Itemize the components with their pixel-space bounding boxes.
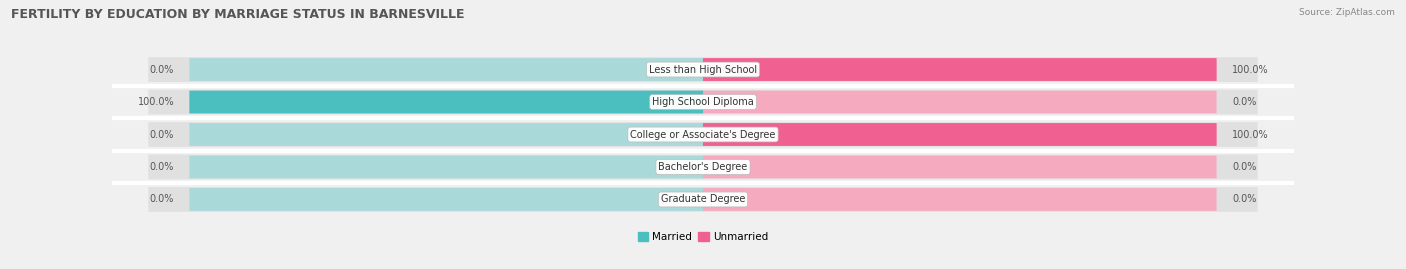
Text: College or Associate's Degree: College or Associate's Degree <box>630 129 776 140</box>
FancyBboxPatch shape <box>190 123 703 146</box>
Text: 100.0%: 100.0% <box>138 97 174 107</box>
Legend: Married, Unmarried: Married, Unmarried <box>634 228 772 246</box>
FancyBboxPatch shape <box>148 122 1258 147</box>
Text: Less than High School: Less than High School <box>650 65 756 75</box>
Text: 0.0%: 0.0% <box>1232 97 1257 107</box>
FancyBboxPatch shape <box>190 155 703 178</box>
FancyBboxPatch shape <box>148 155 1258 179</box>
FancyBboxPatch shape <box>148 57 1258 82</box>
Text: 0.0%: 0.0% <box>149 129 174 140</box>
FancyBboxPatch shape <box>703 155 1216 178</box>
FancyBboxPatch shape <box>703 123 1216 146</box>
FancyBboxPatch shape <box>148 187 1258 212</box>
Text: 0.0%: 0.0% <box>1232 162 1257 172</box>
Text: High School Diploma: High School Diploma <box>652 97 754 107</box>
FancyBboxPatch shape <box>190 91 703 114</box>
FancyBboxPatch shape <box>190 91 703 114</box>
FancyBboxPatch shape <box>703 58 1216 81</box>
Text: 0.0%: 0.0% <box>149 194 174 204</box>
Text: FERTILITY BY EDUCATION BY MARRIAGE STATUS IN BARNESVILLE: FERTILITY BY EDUCATION BY MARRIAGE STATU… <box>11 8 465 21</box>
FancyBboxPatch shape <box>190 188 703 211</box>
FancyBboxPatch shape <box>703 91 1216 114</box>
FancyBboxPatch shape <box>148 90 1258 114</box>
Text: 100.0%: 100.0% <box>1232 65 1268 75</box>
Text: 0.0%: 0.0% <box>149 65 174 75</box>
Text: Bachelor's Degree: Bachelor's Degree <box>658 162 748 172</box>
FancyBboxPatch shape <box>190 58 703 81</box>
FancyBboxPatch shape <box>703 123 1216 146</box>
Text: Source: ZipAtlas.com: Source: ZipAtlas.com <box>1299 8 1395 17</box>
FancyBboxPatch shape <box>703 58 1216 81</box>
Text: 100.0%: 100.0% <box>1232 129 1268 140</box>
Text: 0.0%: 0.0% <box>1232 194 1257 204</box>
FancyBboxPatch shape <box>703 188 1216 211</box>
Text: Graduate Degree: Graduate Degree <box>661 194 745 204</box>
Text: 0.0%: 0.0% <box>149 162 174 172</box>
